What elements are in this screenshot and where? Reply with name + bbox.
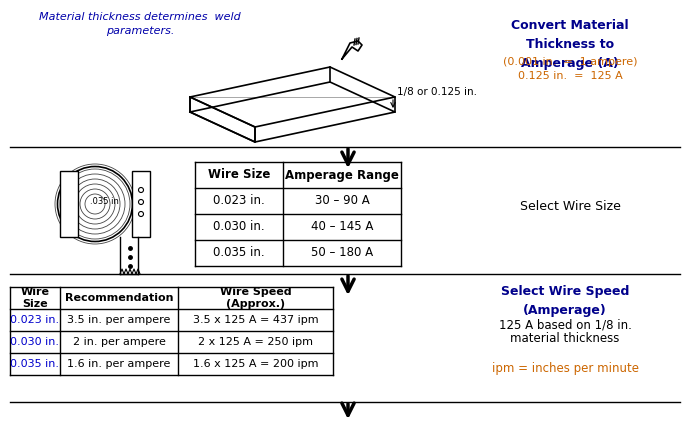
Text: (0.001 in.  =  1 ampere): (0.001 in. = 1 ampere)	[503, 57, 637, 67]
Text: 3.5 x 125 A = 437 ipm: 3.5 x 125 A = 437 ipm	[192, 315, 319, 325]
Text: 50 – 180 A: 50 – 180 A	[311, 246, 373, 260]
Text: 40 – 145 A: 40 – 145 A	[311, 221, 373, 233]
Text: Material thickness determines  weld
parameters.: Material thickness determines weld param…	[39, 12, 241, 36]
Text: ipm = inches per minute: ipm = inches per minute	[491, 362, 638, 375]
Text: 2 x 125 A = 250 ipm: 2 x 125 A = 250 ipm	[198, 337, 313, 347]
Text: Wire Speed
(Approx.): Wire Speed (Approx.)	[220, 287, 291, 309]
Text: Recommendation: Recommendation	[65, 293, 174, 303]
Text: Convert Material
Thickness to
Amperage (A): Convert Material Thickness to Amperage (…	[511, 19, 629, 70]
Text: 0.030 in.: 0.030 in.	[10, 337, 59, 347]
Text: 1/8 or 0.125 in.: 1/8 or 0.125 in.	[397, 87, 477, 97]
Text: 0.023 in.: 0.023 in.	[213, 194, 265, 208]
Text: 2 in. per ampere: 2 in. per ampere	[72, 337, 165, 347]
Text: 1.6 in. per ampere: 1.6 in. per ampere	[68, 359, 171, 369]
Text: 0.030 in.: 0.030 in.	[213, 221, 265, 233]
Text: Wire
Size: Wire Size	[20, 287, 49, 309]
Text: Select Wire Size: Select Wire Size	[519, 201, 620, 214]
FancyBboxPatch shape	[132, 171, 150, 237]
Text: Select Wire Speed
(Amperage): Select Wire Speed (Amperage)	[501, 285, 629, 317]
Text: Amperage Range: Amperage Range	[285, 169, 399, 181]
Text: Wire Size: Wire Size	[208, 169, 270, 181]
Text: 0.035 in.: 0.035 in.	[213, 246, 265, 260]
Text: 3.5 in. per ampere: 3.5 in. per ampere	[68, 315, 171, 325]
Text: .035 in: .035 in	[89, 197, 118, 205]
Text: material thickness: material thickness	[510, 332, 620, 345]
Text: 0.035 in.: 0.035 in.	[10, 359, 59, 369]
Text: 0.125 in.  =  125 A: 0.125 in. = 125 A	[518, 71, 622, 81]
FancyBboxPatch shape	[60, 171, 78, 237]
Text: 30 – 90 A: 30 – 90 A	[314, 194, 369, 208]
Text: 1.6 x 125 A = 200 ipm: 1.6 x 125 A = 200 ipm	[193, 359, 319, 369]
Text: 125 A based on 1/8 in.: 125 A based on 1/8 in.	[498, 319, 631, 332]
Text: 0.023 in.: 0.023 in.	[10, 315, 59, 325]
